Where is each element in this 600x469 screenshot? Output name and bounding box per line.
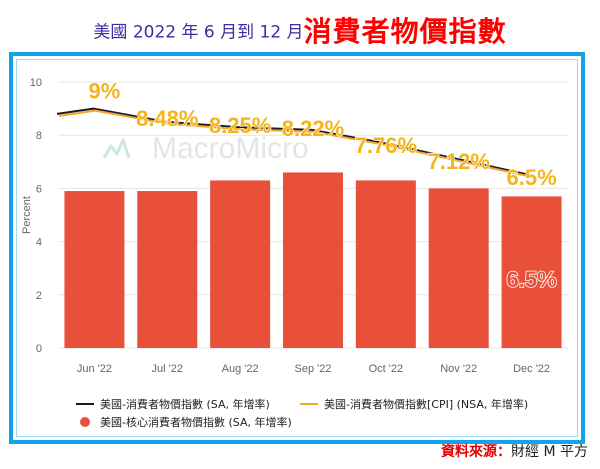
annotation-label: 8.25%: [209, 113, 271, 138]
legend-label-0: 美國-消費者物價指數 (SA, 年增率): [100, 397, 270, 411]
legend-label-2: 美國-核心消費者物價指數 (SA, 年增率): [100, 415, 292, 429]
source-name: 財經 M 平方: [511, 444, 588, 460]
y-tick-label: 6: [36, 183, 42, 195]
annotation-label: 9%: [89, 79, 121, 104]
bar-3: [283, 172, 343, 348]
legend-marker-2: [80, 417, 90, 427]
title-highlight: 消費者物價指數: [303, 15, 507, 48]
y-tick-label: 2: [36, 290, 42, 302]
x-tick-label: Dec '22: [513, 363, 550, 375]
bar-1: [137, 191, 198, 348]
bar-2: [210, 180, 271, 348]
bar-6: [501, 196, 562, 348]
y-tick-label: 4: [36, 237, 42, 249]
source-note: 資料來源：財經 M 平方: [441, 441, 588, 461]
x-tick-label: Sep '22: [295, 363, 332, 375]
bar-5: [428, 188, 489, 348]
bar-0: [64, 191, 125, 348]
annotation-label: 7.76%: [355, 133, 417, 158]
bar-4: [355, 180, 416, 348]
chart-frame-inner: [16, 59, 578, 437]
x-tick-label: Oct '22: [369, 363, 404, 375]
legend-label-1: 美國-消費者物價指數[CPI] (NSA, 年增率): [324, 397, 528, 411]
y-tick-label: 8: [36, 130, 42, 142]
annotation-label: 6.5%: [506, 165, 556, 190]
y-tick-label: 10: [30, 77, 42, 89]
watermark: MacroMicro: [102, 132, 309, 165]
watermark-logo-icon: [102, 138, 131, 159]
annotation-label: 8.48%: [136, 106, 198, 131]
y-tick-label: 0: [36, 343, 42, 355]
source-label: 資料來源：: [441, 444, 512, 460]
x-tick-label: Aug '22: [222, 363, 259, 375]
annotation-label: 7.12%: [428, 149, 490, 174]
annotation-label: 8.22%: [282, 116, 344, 141]
watermark-text: MacroMicro: [152, 132, 309, 165]
line-series-0: [56, 107, 531, 177]
title-prefix: 美國 2022 年 6 月到 12 月: [93, 22, 304, 43]
x-tick-label: Jul '22: [152, 363, 183, 375]
y-axis-label: Percent: [21, 196, 33, 234]
chart-title: 美國 2022 年 6 月到 12 月消費者物價指數: [0, 10, 600, 48]
bar-annotation-label: 6.5%: [506, 267, 556, 292]
x-tick-label: Jun '22: [77, 363, 112, 375]
line-series-1: [58, 109, 533, 179]
x-tick-label: Nov '22: [440, 363, 477, 375]
